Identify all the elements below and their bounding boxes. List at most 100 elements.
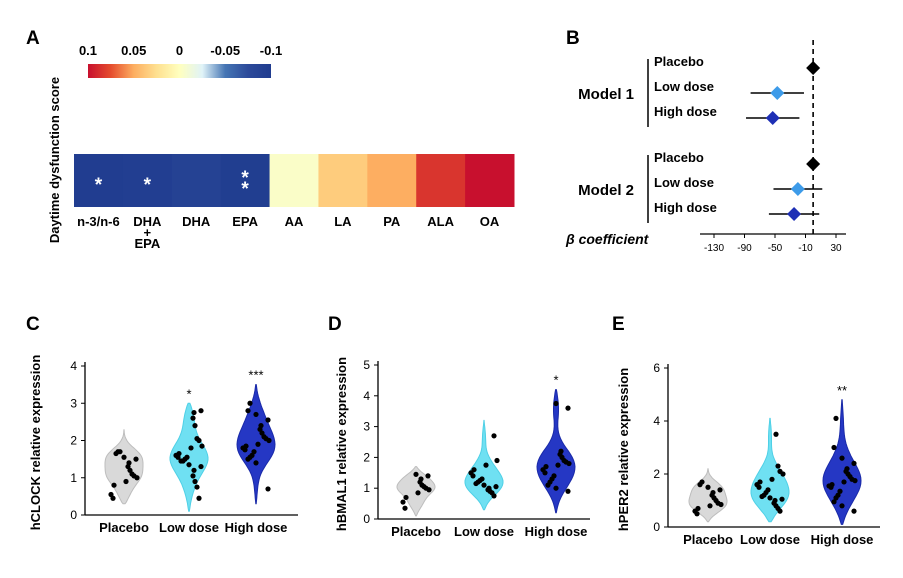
heatmap-cell (465, 154, 515, 207)
heatmap-x-tick-label: n-3/n-6 (77, 214, 120, 229)
violin-y-tick-label: 3 (70, 396, 77, 410)
violin-data-point (192, 423, 198, 429)
violin-data-point (255, 441, 261, 447)
forest-model-label: Model 1 (578, 86, 634, 103)
violin-data-point (253, 411, 259, 418)
violin-y-tick-label: 0 (70, 508, 77, 522)
violin-x-tick-label: Placebo (391, 524, 441, 539)
violin-body (822, 399, 862, 525)
violin-data-point (717, 487, 723, 493)
forest-estimate-diamond (765, 111, 780, 125)
violin-body (536, 389, 576, 514)
heatmap-x-tick-label: AA (285, 214, 304, 229)
violin-x-tick-label: Low dose (159, 520, 219, 535)
violin-data-point (111, 482, 117, 488)
violin-data-point (543, 464, 549, 470)
violin-data-point (194, 436, 200, 442)
violin-y-tick-label: 3 (363, 420, 370, 434)
violin-data-point (555, 462, 561, 468)
heatmap-x-tick-label: DHA + EPA (133, 214, 162, 251)
violin-x-tick-label: Low dose (740, 532, 800, 547)
violin-data-point (117, 449, 123, 455)
heatmap-cell (220, 154, 271, 207)
forest-estimate-diamond (790, 182, 805, 196)
heatmap-significance-marker: * (144, 175, 152, 196)
forest-row-label: Placebo (654, 54, 704, 69)
violin-data-point (192, 478, 198, 485)
violin-y-tick-label: 4 (70, 359, 77, 373)
violin-y-tick-label: 1 (363, 481, 370, 495)
violin-data-point (829, 482, 835, 488)
violin-data-point (851, 460, 857, 466)
violin-data-point (837, 488, 843, 494)
violin-y-tick-label: 2 (363, 450, 370, 464)
panel-letter-b: B (566, 28, 580, 49)
violin-data-point (479, 476, 485, 482)
violin-data-point (481, 482, 487, 488)
forest-row-label: Placebo (654, 150, 704, 165)
violin-data-point (258, 423, 264, 429)
panel-b-forest-plot: Model 1 Placebo Low dose High dose Model 2 Pl… (565, 40, 846, 254)
violin-data-point (471, 467, 477, 473)
violin-data-point (253, 460, 259, 466)
violin-data-point (194, 484, 200, 490)
violin-y-tick-label: 0 (363, 512, 370, 526)
heatmap-x-tick-label: PA (383, 214, 401, 229)
forest-x-tick-label: 30 (830, 243, 842, 254)
panel-a-heatmap: Daytime dysfunction score 0.1 0.05 0 -0.05 -0… (47, 43, 515, 251)
forest-x-axis-label: β coefficient (565, 231, 650, 247)
heatmap-cell (416, 154, 466, 207)
violin-x-tick-label: High dose (525, 524, 588, 539)
panel-e-violin: hPER2 relative expression 0 2 4 6 Placebo Low … (616, 361, 880, 547)
violin-data-point (777, 468, 783, 474)
violin-data-point (247, 400, 253, 406)
heatmap-cell (74, 154, 124, 207)
violin-data-point (425, 473, 431, 479)
violin-data-point (199, 443, 205, 449)
heatmap-x-tick-label: ALA (427, 214, 454, 229)
violin-data-point (251, 449, 257, 455)
violin-data-point (198, 463, 204, 470)
violin-body (750, 417, 790, 523)
violin-data-point (835, 492, 841, 498)
violin-data-point (695, 505, 701, 512)
violin-y-tick-label: 0 (653, 520, 660, 534)
violin-data-point (769, 476, 775, 482)
heatmap-significance-marker: * * (241, 168, 249, 200)
violin-data-point (123, 478, 129, 485)
heatmap-x-tick-label: DHA (182, 214, 211, 229)
violin-y-tick-label: 1 (70, 471, 77, 485)
violin-x-tick-label: High dose (225, 520, 288, 535)
forest-row-label: High dose (654, 104, 717, 119)
violin-data-point (190, 415, 196, 421)
heatmap-y-axis-label: Daytime dysfunction score (47, 77, 62, 243)
colorbar-tick-label: -0.05 (210, 43, 240, 58)
violin-data-point (176, 450, 182, 457)
forest-model-label: Model 2 (578, 182, 634, 199)
forest-estimate-diamond (770, 86, 785, 100)
violin-y-axis-label: hCLOCK relative expression (28, 355, 43, 531)
violin-data-point (553, 400, 559, 407)
forest-x-tick-label: -90 (737, 243, 752, 254)
violin-data-point (400, 499, 406, 505)
forest-estimate-diamond (787, 207, 802, 221)
panel-letter-c: C (26, 314, 40, 335)
violin-significance-marker: ** (837, 383, 847, 398)
violin-x-tick-label: Low dose (454, 524, 514, 539)
violin-y-tick-label: 4 (653, 414, 660, 428)
colorbar-tick-label: 0.1 (79, 43, 97, 58)
colorbar (88, 64, 271, 78)
violin-data-point (565, 405, 571, 411)
violin-data-point (551, 473, 557, 479)
violin-x-tick-label: High dose (811, 532, 874, 547)
heatmap-cell (269, 154, 319, 207)
violin-data-point (839, 503, 845, 509)
violin-y-tick-label: 6 (653, 361, 660, 375)
violin-data-point (418, 476, 424, 482)
violin-data-point (767, 495, 773, 501)
heatmap-significance-marker: * (95, 175, 103, 196)
forest-x-tick-label: -130 (704, 243, 724, 254)
violin-y-tick-label: 4 (363, 389, 370, 403)
heatmap-cell (171, 154, 222, 207)
violin-data-point (494, 457, 500, 464)
